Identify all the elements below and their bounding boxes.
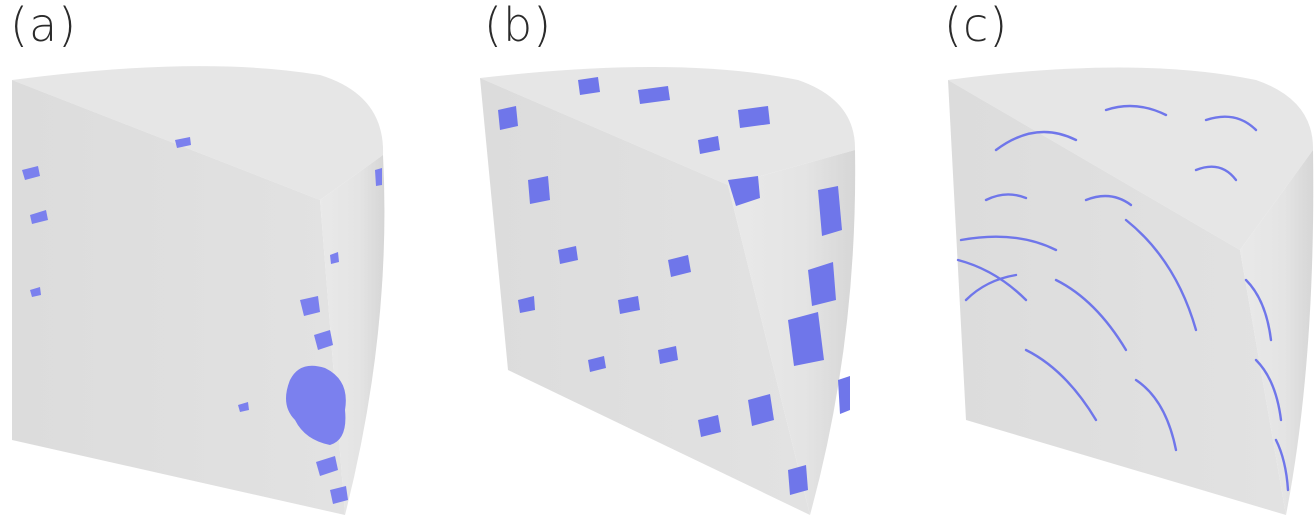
top-face	[948, 67, 1314, 250]
render-volume-b	[480, 66, 856, 515]
panel-a: (a)	[0, 0, 438, 516]
front-face	[480, 78, 810, 515]
pore-network	[22, 137, 382, 504]
panel-b: (b)	[438, 0, 876, 516]
top-face	[12, 66, 384, 200]
panel-label-b: (b)	[484, 0, 553, 52]
front-face	[12, 80, 345, 515]
panel-label-c: (c)	[944, 0, 1009, 52]
render-volume-c	[948, 67, 1314, 515]
pore-network	[498, 77, 850, 495]
fiber-network	[956, 104, 1290, 492]
panel-c: (c)	[876, 0, 1314, 516]
render-volume-a	[12, 66, 385, 515]
panel-label-a: (a)	[10, 0, 78, 52]
curved-face	[1240, 150, 1314, 515]
curved-face	[320, 155, 385, 515]
top-face	[480, 66, 856, 185]
front-face	[948, 80, 1286, 515]
